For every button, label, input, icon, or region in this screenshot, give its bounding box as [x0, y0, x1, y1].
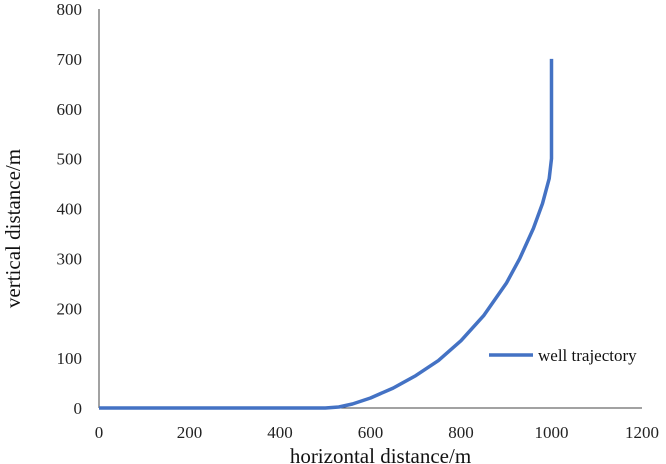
y-tick-label: 300	[57, 249, 83, 268]
x-tick-label: 600	[358, 423, 384, 442]
y-tick-label: 700	[57, 50, 83, 69]
y-tick-label: 200	[57, 299, 83, 318]
y-tick-label: 0	[74, 399, 83, 418]
y-tick-label: 600	[57, 100, 83, 119]
x-tick-label: 0	[95, 423, 104, 442]
y-tick-label: 800	[57, 0, 83, 19]
x-tick-labels: 0 200 400 600 800 1000 1200	[95, 423, 659, 442]
x-tick-label: 800	[448, 423, 474, 442]
y-tick-label: 400	[57, 200, 83, 219]
y-axis-title: vertical distance/m	[1, 149, 25, 308]
y-tick-label: 100	[57, 349, 83, 368]
series-layer	[99, 58, 554, 410]
x-tick-label: 1000	[535, 423, 569, 442]
x-tick-label: 400	[267, 423, 293, 442]
legend-label: well trajectory	[538, 346, 637, 365]
y-tick-labels: 0 100 200 300 400 500 600 700 800	[57, 0, 83, 418]
series-line	[99, 58, 554, 410]
y-tick-label: 500	[57, 150, 83, 169]
x-axis-title: horizontal distance/m	[290, 444, 471, 464]
legend: well trajectory	[489, 346, 637, 365]
x-tick-label: 200	[177, 423, 203, 442]
x-tick-label: 1200	[625, 423, 659, 442]
